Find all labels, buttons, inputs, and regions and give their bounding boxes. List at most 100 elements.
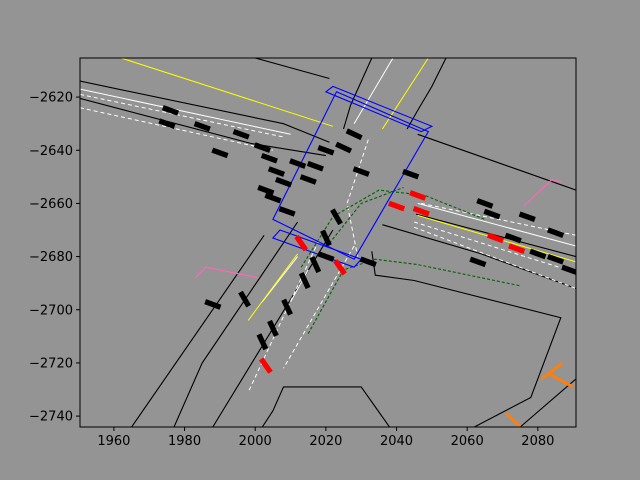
vehicle-box xyxy=(546,253,565,265)
road-edge-line xyxy=(261,386,390,427)
lane-line xyxy=(417,202,576,247)
road-edge-line xyxy=(417,133,576,191)
vehicle-box xyxy=(267,166,285,177)
planned-path xyxy=(328,186,404,244)
lane-line xyxy=(290,269,309,303)
vehicle-box xyxy=(264,192,282,204)
ego-vehicle-box xyxy=(508,243,526,254)
vehicle-box xyxy=(469,256,487,268)
vehicle-box xyxy=(253,142,271,153)
dashed-lane-line xyxy=(414,226,576,289)
vehicle-box xyxy=(345,128,363,141)
crosswalk-box xyxy=(324,85,434,133)
vehicle-box xyxy=(306,160,324,172)
vehicle-box xyxy=(476,198,494,209)
x-tick-label: 1980 xyxy=(168,434,201,449)
vehicle-box xyxy=(402,168,420,180)
center-line xyxy=(120,58,334,127)
vehicle-box xyxy=(274,176,293,188)
road-edge-line xyxy=(131,234,265,427)
lane-line xyxy=(353,58,394,124)
vehicle-box xyxy=(158,118,176,129)
road-edge-line xyxy=(519,378,576,427)
axes-frame xyxy=(79,57,577,428)
vehicle-box xyxy=(359,256,377,268)
ego-vehicle-box xyxy=(333,259,347,276)
orange-marker xyxy=(547,372,574,389)
ego-vehicle-box xyxy=(412,206,430,217)
planned-path xyxy=(300,189,486,268)
ego-vehicle-box xyxy=(259,357,273,374)
vehicle-box xyxy=(193,121,211,132)
crosswalk-box xyxy=(271,229,363,268)
vehicle-box xyxy=(238,290,251,308)
vehicle-box xyxy=(278,206,296,217)
vehicle-box xyxy=(256,333,269,351)
center-line xyxy=(381,58,429,130)
crosswalk-box xyxy=(272,91,430,260)
vehicle-box xyxy=(546,227,565,238)
y-axis: −2620 −2640 −2660 −2680 −2700 −2720 −2740 xyxy=(29,91,80,425)
x-tick-label: 1960 xyxy=(97,434,130,449)
vehicle-box xyxy=(483,208,501,220)
road-edge-line xyxy=(406,58,447,130)
vehicle-box xyxy=(211,147,229,159)
pedestrian-path xyxy=(194,266,259,279)
vehicle-box xyxy=(504,232,522,244)
y-tick-label: −2680 xyxy=(29,250,73,265)
road-edge-line xyxy=(255,58,330,80)
dashed-lane-line xyxy=(421,202,576,236)
y-tick-label: −2740 xyxy=(29,410,73,425)
vehicle-box xyxy=(257,184,275,196)
vehicle-box xyxy=(260,152,278,164)
x-tick-label: 2060 xyxy=(451,434,484,449)
y-tick-label: −2720 xyxy=(29,356,73,371)
road-edge-line xyxy=(80,97,326,157)
vehicle-box xyxy=(335,141,353,154)
vehicle-box xyxy=(267,319,279,337)
y-tick-label: −2700 xyxy=(29,303,73,318)
x-axis: 1960 1980 2000 2020 2040 2060 2080 xyxy=(97,427,554,449)
plot-area xyxy=(80,58,576,427)
vehicle-box xyxy=(289,158,307,169)
orange-marker xyxy=(540,361,564,381)
vehicle-box xyxy=(352,166,370,177)
lane-line xyxy=(80,88,291,135)
vehicle-box xyxy=(298,272,311,290)
center-line xyxy=(247,253,299,321)
x-tick-label: 2080 xyxy=(521,434,554,449)
vehicle-box xyxy=(529,248,547,260)
orange-marker xyxy=(505,412,522,427)
ego-vehicle-box xyxy=(486,232,505,244)
vehicle-box xyxy=(161,105,180,116)
x-tick-label: 2000 xyxy=(239,434,272,449)
x-tick-label: 2040 xyxy=(380,434,413,449)
vehicle-box xyxy=(518,211,536,223)
dashed-lane-line xyxy=(80,107,274,151)
ego-vehicle-box xyxy=(387,200,406,212)
road-edge-line xyxy=(173,221,299,427)
road-edge-line xyxy=(371,251,562,427)
road-edge-line xyxy=(342,58,373,130)
vehicle-box xyxy=(281,298,293,316)
vehicle-box xyxy=(204,299,222,310)
y-tick-label: −2660 xyxy=(29,197,73,212)
x-tick-label: 2020 xyxy=(309,434,342,449)
road-edge-line xyxy=(382,224,576,290)
ego-vehicle-box xyxy=(409,190,427,201)
vehicle-box xyxy=(317,144,335,156)
vehicle-box xyxy=(561,264,576,276)
planned-path xyxy=(307,258,521,334)
dashed-lane-line xyxy=(346,139,369,257)
ego-vehicle-box xyxy=(294,235,309,252)
pedestrian-path xyxy=(523,178,563,207)
vehicle-box xyxy=(320,229,332,247)
vehicle-box xyxy=(299,174,317,185)
dashed-lane-line xyxy=(414,221,576,273)
vehicle-box xyxy=(232,128,250,140)
vehicle-box xyxy=(309,256,322,274)
vehicle-box xyxy=(330,208,343,226)
vehicle-box xyxy=(317,251,335,262)
